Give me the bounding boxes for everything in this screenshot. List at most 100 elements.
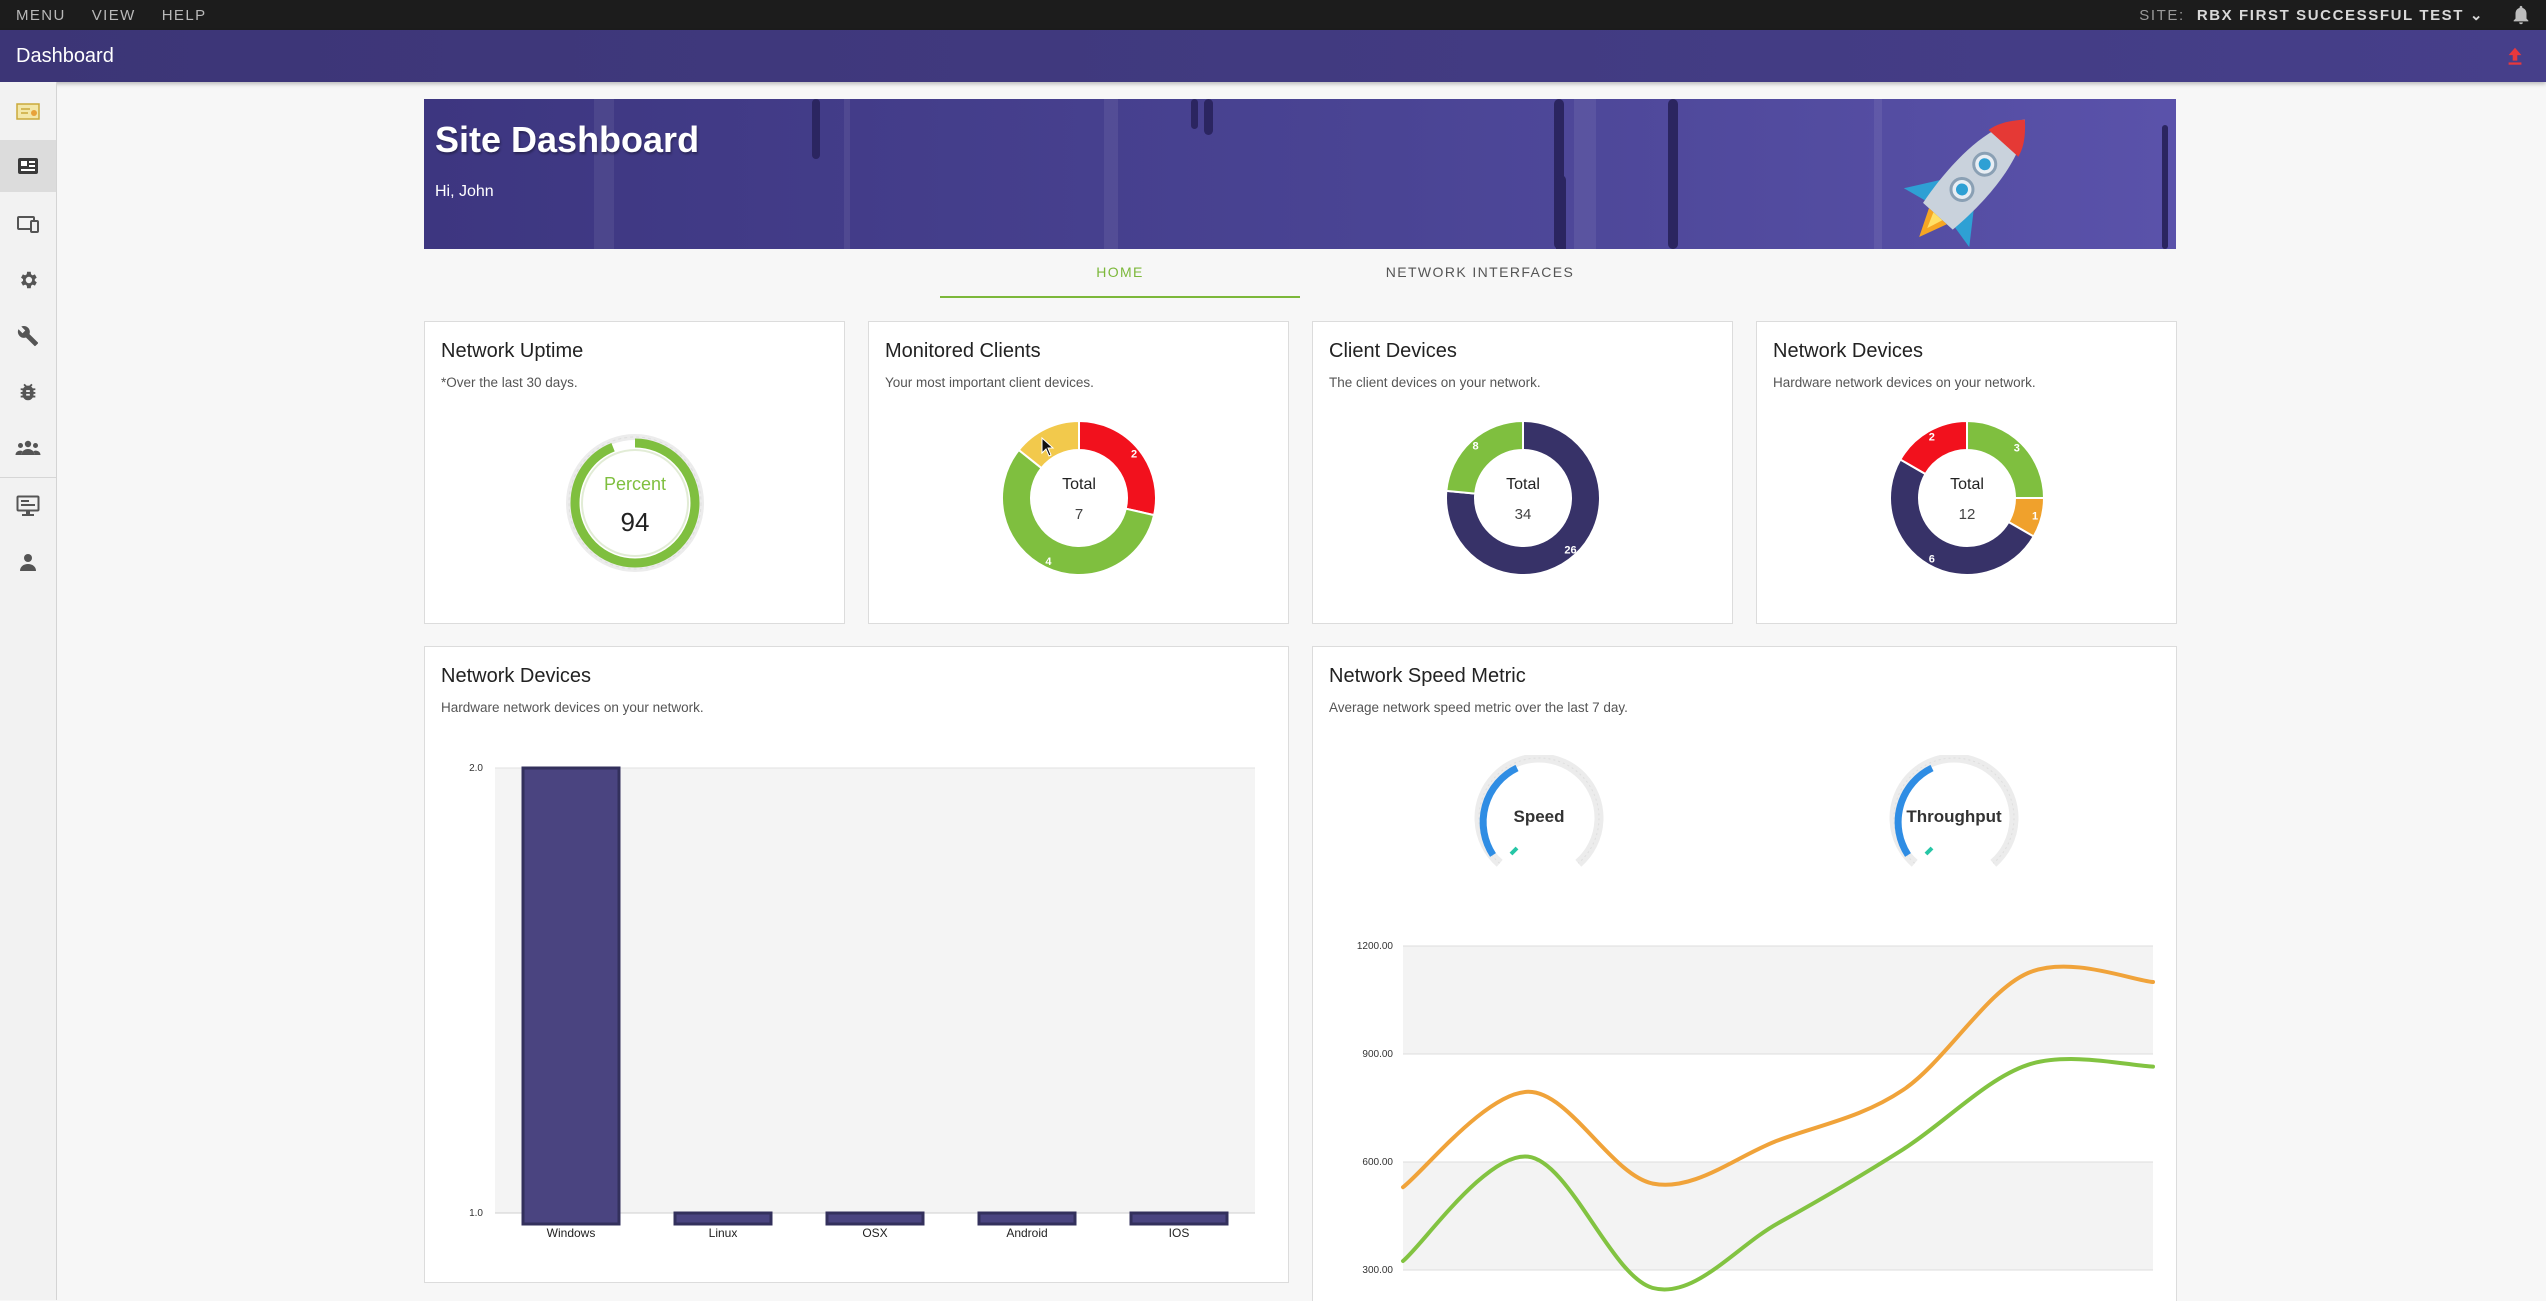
network-speed-card: Network Speed Metric Average network spe… [1312, 646, 2177, 1301]
menu-item-help[interactable]: HELP [161, 6, 207, 24]
donut-slice-label: 26 [1564, 545, 1576, 557]
y-tick-label: 2.0 [469, 763, 483, 774]
top-menu-bar: MENU VIEW HELP SITE: RBX FIRST SUCCESSFU… [0, 0, 2546, 30]
greeting-text: Hi, John [435, 183, 494, 200]
x-tick-label: IOS [1169, 1226, 1190, 1240]
tab-network-interfaces[interactable]: NETWORK INTERFACES [1385, 264, 1575, 280]
bar-osx[interactable] [825, 1211, 925, 1226]
banner-decoration [812, 99, 820, 159]
card-subtitle: The client devices on your network. [1329, 375, 1541, 390]
bar-ios[interactable] [1129, 1211, 1229, 1226]
sidebar-item-tools[interactable] [0, 310, 56, 362]
donut-center-label: Total [1506, 476, 1540, 493]
dashboard-card-icon [18, 158, 38, 174]
banner-decoration [1104, 99, 1118, 249]
sidebar-item-devices[interactable] [0, 198, 56, 250]
x-tick-label: Linux [709, 1226, 738, 1240]
throughput-gauge-label: Throughput [1906, 807, 2002, 826]
throughput-gauge [1889, 755, 2019, 867]
devices-icon [17, 216, 39, 233]
site-dropdown[interactable]: RBX FIRST SUCCESSFUL TEST ⌄ [2196, 7, 2484, 24]
donut-center: Total 7 [1019, 476, 1139, 523]
card-subtitle: *Over the last 30 days. [441, 375, 578, 390]
upload-icon[interactable] [2504, 44, 2526, 68]
donut-slice[interactable] [1445, 419, 1524, 495]
donut-center: Total 34 [1463, 476, 1583, 523]
bell-icon[interactable] [2510, 4, 2532, 26]
x-tick-label: Android [1006, 1226, 1047, 1240]
sidebar-divider [0, 477, 56, 478]
donut-total: 12 [1958, 506, 1976, 523]
card-title: Network Uptime [441, 340, 584, 362]
bar-windows[interactable] [521, 766, 621, 1226]
donut-slice[interactable] [1001, 448, 1156, 576]
bar-android[interactable] [977, 1211, 1077, 1226]
site-label: SITE: [2139, 6, 2185, 24]
banner-decoration [2162, 125, 2168, 249]
donut-slice-label: 1 [2032, 511, 2038, 523]
donut-center-label: Total [1950, 476, 1984, 493]
series-line-2[interactable] [1401, 1057, 2155, 1292]
network-devices-donut: 3 1 6 2 [1889, 419, 2046, 576]
card-subtitle: Average network speed metric over the la… [1329, 700, 1628, 715]
banner-decoration [1191, 99, 1198, 129]
bar-linux[interactable] [673, 1211, 773, 1226]
menu-item-view[interactable]: VIEW [91, 6, 136, 24]
banner-decoration [1556, 175, 1566, 249]
page-title: Dashboard [16, 45, 114, 67]
donut-slice-label: 6 [1929, 554, 1935, 566]
uptime-card: Network Uptime *Over the last 30 days. P… [424, 321, 845, 624]
banner-decoration [594, 99, 614, 249]
sidebar-item-settings[interactable] [0, 254, 56, 306]
donut-center: Total 12 [1907, 476, 2027, 523]
site-selector[interactable]: SITE: RBX FIRST SUCCESSFUL TEST ⌄ [2139, 0, 2484, 30]
donut-total: 7 [1074, 506, 1084, 523]
card-title: Network Devices [441, 665, 592, 687]
donut-slice-label: 4 [1045, 556, 1052, 568]
sidebar-item-debug[interactable] [0, 366, 56, 418]
donut-slice-label: 2 [1929, 431, 1935, 443]
client-devices-donut: 26 8 [1445, 419, 1601, 576]
site-banner: Site Dashboard Hi, John [424, 99, 2176, 249]
main-menu: MENU VIEW HELP [16, 0, 207, 30]
card-subtitle: Your most important client devices. [885, 375, 1094, 390]
banner-decoration [1574, 99, 1596, 249]
donut-slice[interactable] [1889, 458, 2036, 576]
uptime-label: Percent [603, 474, 667, 494]
card-title: Client Devices [1329, 340, 1457, 362]
dashboard-tabs: HOME NETWORK INTERFACES [940, 250, 1630, 298]
sidebar-item-profile[interactable] [0, 536, 56, 588]
app-header: Dashboard [0, 30, 2546, 82]
card-title: Network Devices [1773, 340, 1924, 362]
series-line-1[interactable] [1401, 964, 2155, 1190]
tab-home[interactable]: HOME [940, 250, 1300, 298]
donut-slice[interactable] [1445, 419, 1601, 576]
plot-area [495, 768, 1255, 1213]
uptime-value: 94 [620, 507, 650, 537]
banner-decoration [1668, 99, 1678, 249]
sidebar-item-dashboard[interactable] [0, 140, 56, 192]
sidebar-item-users[interactable] [0, 422, 56, 474]
card-title: Network Speed Metric [1329, 665, 1526, 687]
y-tick-label: 1200.00 [1357, 941, 1394, 952]
donut-slice[interactable] [1898, 419, 1968, 476]
certificate-icon [16, 103, 40, 120]
banner-decoration [1874, 99, 1882, 249]
speed-gauge [1474, 755, 1604, 867]
mouse-cursor-icon [1041, 437, 1055, 457]
donut-slice-label: 3 [2014, 443, 2020, 455]
donut-center-label: Total [1062, 476, 1096, 493]
settings-gear-icon [21, 271, 37, 289]
menu-item-menu[interactable]: MENU [16, 6, 66, 24]
wrench-icon [17, 326, 39, 347]
sidebar-item-certificate[interactable] [0, 86, 56, 138]
x-tick-label: OSX [862, 1226, 887, 1240]
sidebar-item-monitor[interactable] [0, 480, 56, 532]
donut-slice-label: 8 [1472, 440, 1478, 452]
y-tick-label: 1.0 [469, 1208, 483, 1219]
speed-gauge-label: Speed [1513, 807, 1565, 826]
monitor-icon [16, 495, 40, 516]
banner-decoration [1554, 99, 1564, 249]
y-tick-label: 900.00 [1362, 1049, 1393, 1060]
donut-slice-label: 2 [1131, 449, 1137, 461]
